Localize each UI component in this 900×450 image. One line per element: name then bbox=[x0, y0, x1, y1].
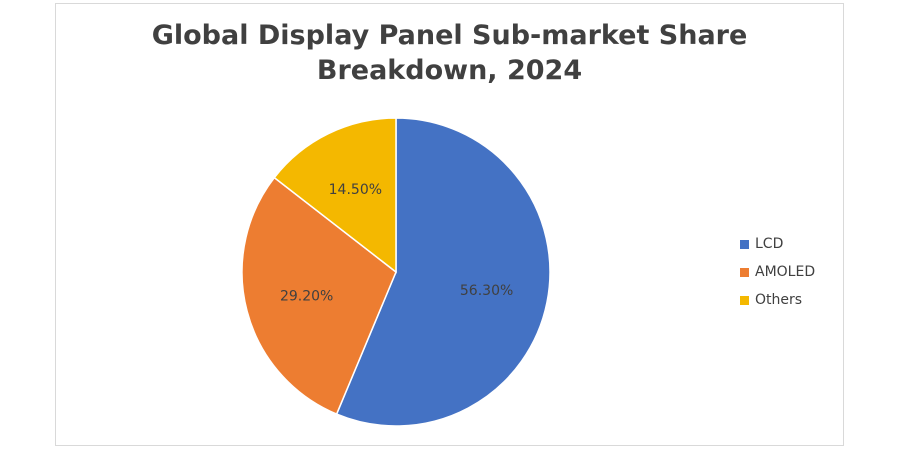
pie-slice-others bbox=[273, 117, 397, 274]
legend-swatch-lcd bbox=[740, 239, 749, 249]
legend-swatch-others bbox=[740, 295, 749, 305]
pie-slice-lcd bbox=[335, 117, 551, 427]
chart-area: Global Display Panel Sub-market Share Br… bbox=[55, 3, 844, 446]
legend-label-amoled: AMOLED bbox=[755, 264, 816, 280]
chart-title-line-1: Global Display Panel Sub-market Share bbox=[151, 20, 748, 51]
legend: LCD AMOLED Others bbox=[740, 230, 815, 314]
legend-item-others: Others bbox=[740, 286, 815, 314]
data-label-lcd: 56.30% bbox=[460, 283, 513, 299]
legend-item-lcd: LCD bbox=[740, 230, 815, 258]
data-label-amoled: 29.20% bbox=[280, 289, 333, 305]
legend-item-amoled: AMOLED bbox=[740, 258, 815, 286]
legend-label-others: Others bbox=[755, 292, 803, 308]
chart-title: Global Display Panel Sub-market Share Br… bbox=[56, 18, 843, 88]
legend-swatch-amoled bbox=[740, 267, 749, 277]
pie-chart: 56.30% 29.20% 14.50% bbox=[241, 117, 551, 427]
legend-label-lcd: LCD bbox=[755, 236, 784, 252]
pie-slice-amoled bbox=[241, 176, 397, 416]
data-label-others: 14.50% bbox=[329, 182, 382, 198]
chart-title-line-2: Breakdown, 2024 bbox=[316, 55, 583, 86]
